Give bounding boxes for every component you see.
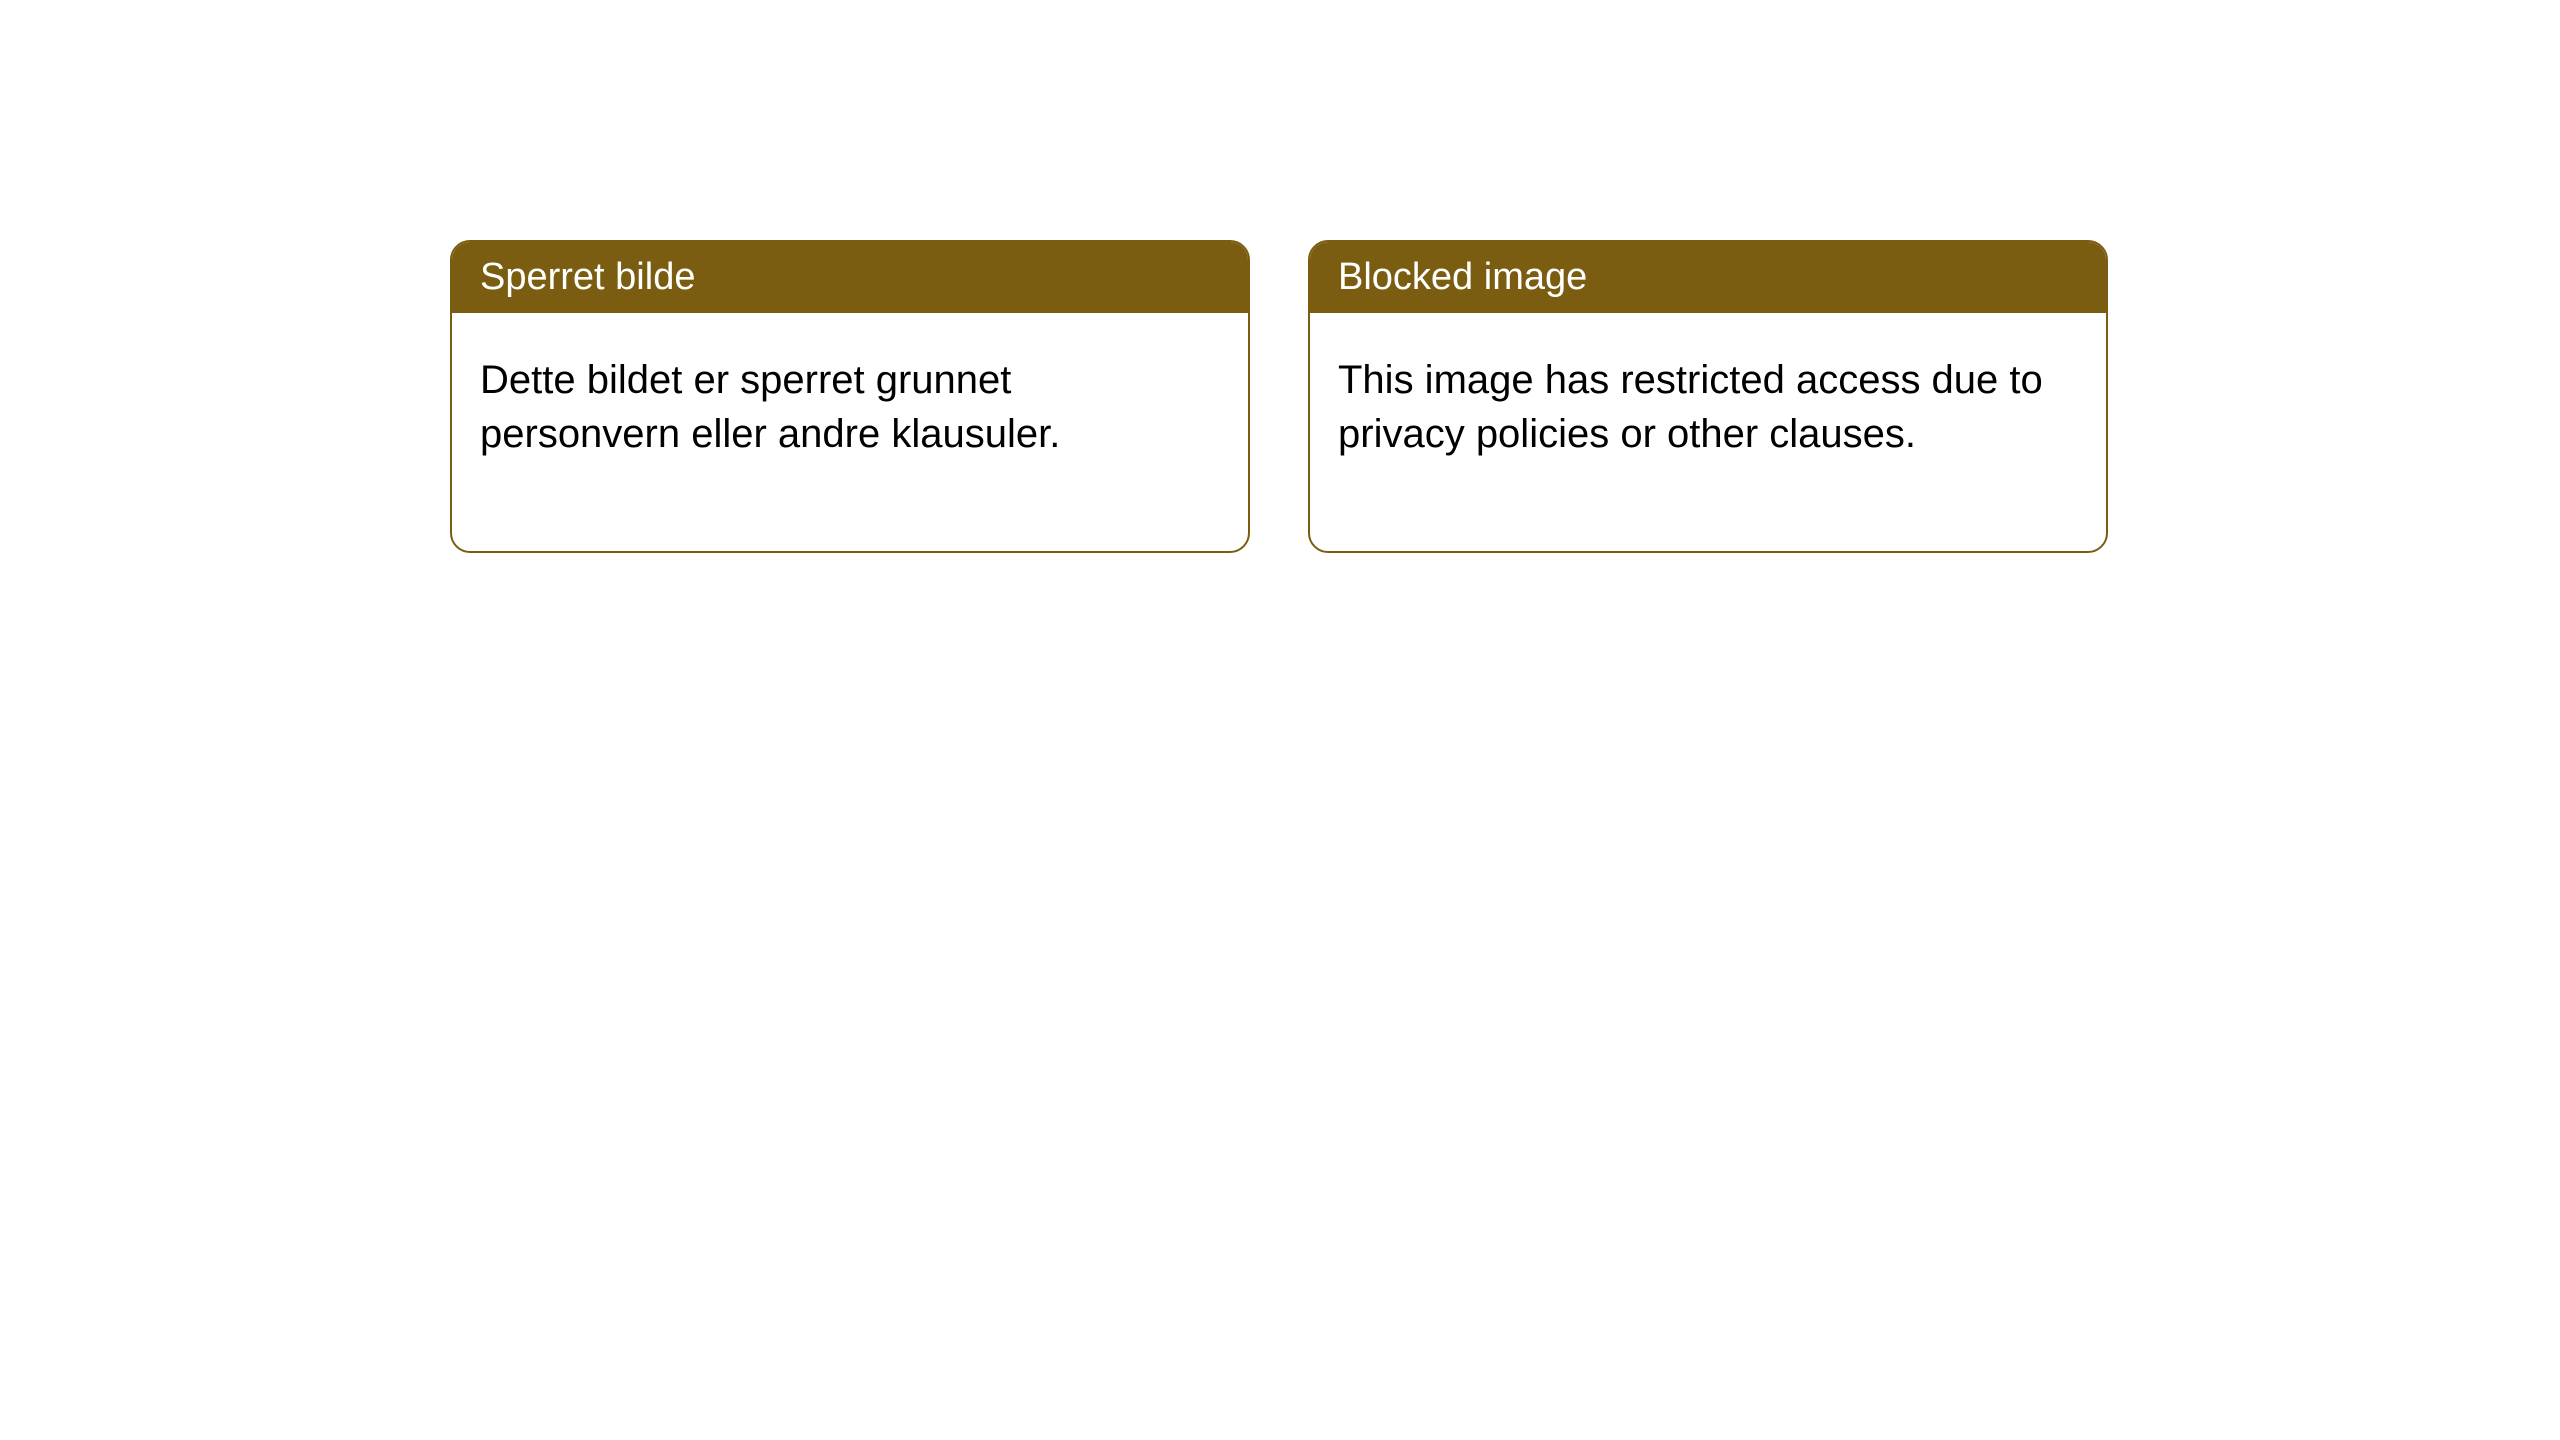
- card-title: Blocked image: [1338, 256, 1587, 298]
- notice-card-english: Blocked image This image has restricted …: [1308, 240, 2108, 553]
- notice-cards-container: Sperret bilde Dette bildet er sperret gr…: [450, 240, 2110, 553]
- card-body: Dette bildet er sperret grunnet personve…: [452, 313, 1248, 551]
- card-message: This image has restricted access due to …: [1338, 358, 2043, 456]
- notice-card-norwegian: Sperret bilde Dette bildet er sperret gr…: [450, 240, 1250, 553]
- card-body: This image has restricted access due to …: [1310, 313, 2106, 551]
- card-message: Dette bildet er sperret grunnet personve…: [480, 358, 1060, 456]
- card-header: Blocked image: [1310, 242, 2106, 313]
- card-header: Sperret bilde: [452, 242, 1248, 313]
- card-title: Sperret bilde: [480, 256, 695, 298]
